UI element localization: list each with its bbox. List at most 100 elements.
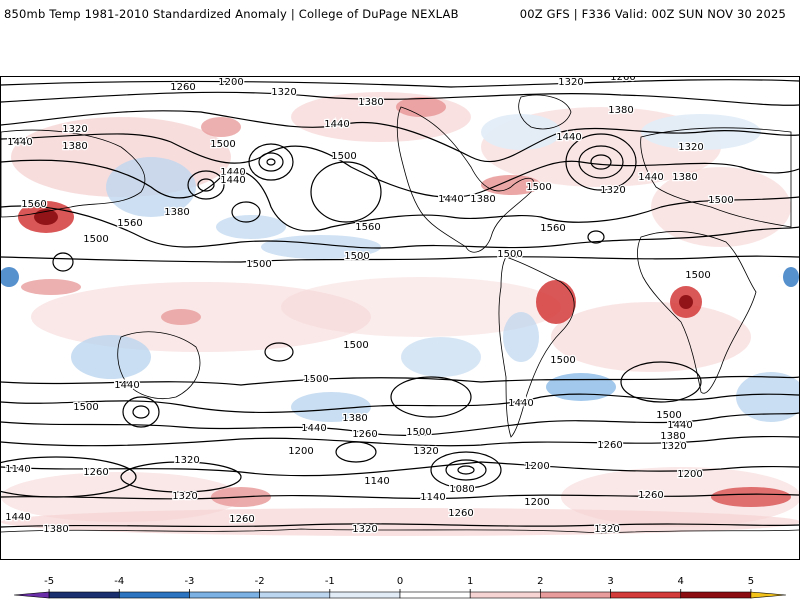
contour-label: 1560 bbox=[21, 199, 46, 210]
colorbar-segment bbox=[540, 591, 611, 599]
contour-label: 1440 bbox=[667, 420, 692, 431]
colorbar-segment bbox=[48, 591, 120, 599]
contour-label: 1200 bbox=[524, 497, 549, 508]
contour-label: 1500 bbox=[343, 340, 368, 351]
contour-label: 1500 bbox=[708, 195, 733, 206]
contour-label: 1260 bbox=[638, 490, 663, 501]
contour-label: 1500 bbox=[526, 182, 551, 193]
contour-label: 1200 bbox=[677, 469, 702, 480]
contour-label: 1320 bbox=[172, 491, 197, 502]
contour-label: 1560 bbox=[117, 218, 142, 229]
contour-label: 1320 bbox=[661, 441, 686, 452]
colorbar-tick-label: 1 bbox=[467, 576, 473, 587]
contour-label: 1440 bbox=[220, 167, 245, 178]
contour-label: 1320 bbox=[558, 77, 583, 88]
contour-label: 1320 bbox=[352, 524, 377, 535]
contour-label: 1560 bbox=[540, 223, 565, 234]
contour-label: 1440 bbox=[556, 132, 581, 143]
contour-label: 1500 bbox=[406, 427, 431, 438]
contour-label: 1200 bbox=[288, 446, 313, 457]
map-title: 850mb Temp 1981-2010 Standardized Anomal… bbox=[4, 7, 459, 21]
colorbar-segments bbox=[13, 591, 787, 599]
colorbar-tick-label: 2 bbox=[537, 576, 543, 587]
contour-label: 1500 bbox=[210, 139, 235, 150]
colorbar-segment bbox=[750, 591, 787, 599]
contour-label: 1260 bbox=[352, 429, 377, 440]
contour-label: 1500 bbox=[83, 234, 108, 245]
colorbar-segment bbox=[469, 591, 541, 599]
colorbar-segment bbox=[399, 591, 471, 599]
contour-label: 1500 bbox=[303, 374, 328, 385]
colorbar-ticks: -5 -4 -3 -2 -1 0 1 2 3 4 5 bbox=[44, 576, 754, 592]
colorbar-tick-label: 4 bbox=[678, 576, 684, 587]
colorbar: -5 -4 -3 -2 -1 0 1 2 3 4 5 bbox=[0, 572, 800, 600]
contour-label: 1560 bbox=[355, 222, 380, 233]
contour-label: 1500 bbox=[685, 270, 710, 281]
colorbar-tick-label: 0 bbox=[397, 576, 403, 587]
contour-label: 1260 bbox=[597, 440, 622, 451]
colorbar-segment bbox=[189, 591, 260, 599]
colorbar-tick-label: -5 bbox=[44, 576, 54, 587]
contour-label: 1380 bbox=[164, 207, 189, 218]
contour-label: 1440 bbox=[438, 194, 463, 205]
anomaly-shading bbox=[1, 92, 799, 536]
contour-label: 1500 bbox=[331, 151, 356, 162]
colorbar-segment bbox=[259, 591, 331, 599]
contour-label: 1500 bbox=[344, 251, 369, 262]
contour-label: 1440 bbox=[7, 137, 32, 148]
contour-label: 1200 bbox=[524, 461, 549, 472]
colorbar-segment bbox=[680, 591, 752, 599]
contour-label: 1320 bbox=[62, 124, 87, 135]
height-contours bbox=[1, 79, 799, 528]
colorbar-canvas: -5 -4 -3 -2 -1 0 1 2 3 4 5 bbox=[13, 576, 787, 599]
contour-label: 1380 bbox=[660, 431, 685, 442]
colorbar-tick-label: 3 bbox=[607, 576, 613, 587]
colorbar-tick-label: -3 bbox=[184, 576, 194, 587]
colorbar-tick-label: -1 bbox=[325, 576, 335, 587]
contour-label: 1500 bbox=[246, 259, 271, 270]
contour-label: 1440 bbox=[638, 172, 663, 183]
contour-label: 1380 bbox=[672, 172, 697, 183]
contour-label: 1320 bbox=[271, 87, 296, 98]
colorbar-segment bbox=[13, 591, 50, 599]
contour-label: 1140 bbox=[5, 464, 30, 475]
colorbar-segment bbox=[610, 591, 682, 599]
contour-label: 1320 bbox=[594, 524, 619, 535]
contour-label: 1380 bbox=[608, 105, 633, 116]
contour-label: 1440 bbox=[301, 423, 326, 434]
contour-label: 1260 bbox=[610, 77, 635, 83]
contour-label: 1380 bbox=[62, 141, 87, 152]
contour-label: 1380 bbox=[43, 524, 68, 535]
contour-label: 1440 bbox=[114, 380, 139, 391]
contour-label: 1500 bbox=[550, 355, 575, 366]
contour-label: 1260 bbox=[83, 467, 108, 478]
contour-label: 1500 bbox=[73, 402, 98, 413]
contour-label: 1260 bbox=[448, 508, 473, 519]
model-run-info: 00Z GFS | F336 Valid: 00Z SUN NOV 30 202… bbox=[519, 7, 786, 21]
contour-label: 1440 bbox=[5, 512, 30, 523]
colorbar-tick-label: -2 bbox=[255, 576, 265, 587]
contour-label: 1140 bbox=[364, 476, 389, 487]
contour-label: 1500 bbox=[656, 410, 681, 421]
contour-label: 1080 bbox=[449, 484, 474, 495]
coastlines bbox=[1, 94, 799, 534]
contour-label: 1200 bbox=[218, 77, 243, 88]
contour-label: 1320 bbox=[413, 446, 438, 457]
contour-label: 1260 bbox=[170, 82, 195, 93]
contour-label: 1440 bbox=[220, 175, 245, 186]
contour-label: 1320 bbox=[174, 455, 199, 466]
colorbar-tick-label: -4 bbox=[114, 576, 124, 587]
colorbar-segment bbox=[118, 591, 190, 599]
contour-label: 1320 bbox=[600, 185, 625, 196]
contour-label: 1440 bbox=[508, 398, 533, 409]
contour-label: 1380 bbox=[358, 97, 383, 108]
contour-label: 1440 bbox=[324, 119, 349, 130]
contour-label: 1380 bbox=[342, 413, 367, 424]
colorbar-tick-label: 5 bbox=[748, 576, 754, 587]
map-panel: 1200 1260 1260 1320 1320 1380 1380 1320 1440 1380… bbox=[0, 76, 800, 560]
colorbar-segment bbox=[329, 591, 401, 599]
contour-label: 1380 bbox=[470, 194, 495, 205]
contour-label: 1140 bbox=[420, 492, 445, 503]
